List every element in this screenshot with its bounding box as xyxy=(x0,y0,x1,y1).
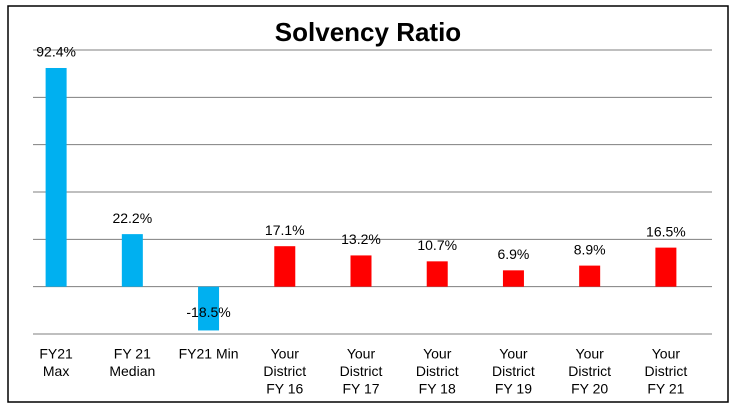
bar xyxy=(579,265,601,287)
bar xyxy=(198,286,220,331)
x-tick-label: Your xyxy=(652,346,681,362)
bar xyxy=(350,255,372,287)
data-label: 10.7% xyxy=(417,237,457,253)
x-tick-label: FY 18 xyxy=(419,381,456,397)
x-tick-label: FY21 xyxy=(39,346,73,362)
x-tick-label: Your xyxy=(576,346,605,362)
x-tick-label: FY21 Min xyxy=(179,346,239,362)
data-label: -18.5% xyxy=(186,304,230,320)
x-tick-label: District xyxy=(568,363,611,379)
bar xyxy=(121,234,143,287)
bar xyxy=(426,261,448,287)
x-tick-label: District xyxy=(263,363,306,379)
chart-title: Solvency Ratio xyxy=(275,17,461,47)
bar xyxy=(45,67,67,287)
x-tick-label: District xyxy=(644,363,687,379)
bar xyxy=(274,246,296,287)
x-tick-label: Median xyxy=(109,363,155,379)
data-label: 22.2% xyxy=(112,210,152,226)
chart-frame xyxy=(7,5,729,403)
x-tick-label: FY 21 xyxy=(114,346,151,362)
x-tick-label: Your xyxy=(423,346,452,362)
data-label: 8.9% xyxy=(574,241,606,257)
x-tick-label: District xyxy=(340,363,383,379)
x-tick-label: FY 16 xyxy=(266,381,303,397)
x-tick-label: District xyxy=(416,363,459,379)
data-label: 16.5% xyxy=(646,223,686,239)
x-tick-label: Your xyxy=(271,346,300,362)
x-tick-label: FY 20 xyxy=(571,381,608,397)
x-tick-label: District xyxy=(492,363,535,379)
data-label: 92.4% xyxy=(36,44,76,60)
bar xyxy=(502,270,524,287)
x-tick-label: FY 21 xyxy=(647,381,684,397)
data-label: 17.1% xyxy=(265,222,305,238)
data-label: 13.2% xyxy=(341,231,381,247)
bar xyxy=(655,247,677,287)
x-tick-label: Your xyxy=(347,346,376,362)
x-tick-label: FY 19 xyxy=(495,381,532,397)
x-tick-label: FY 17 xyxy=(342,381,379,397)
x-tick-label: Max xyxy=(43,363,69,379)
data-label: 6.9% xyxy=(497,246,529,262)
x-tick-label: Your xyxy=(499,346,528,362)
